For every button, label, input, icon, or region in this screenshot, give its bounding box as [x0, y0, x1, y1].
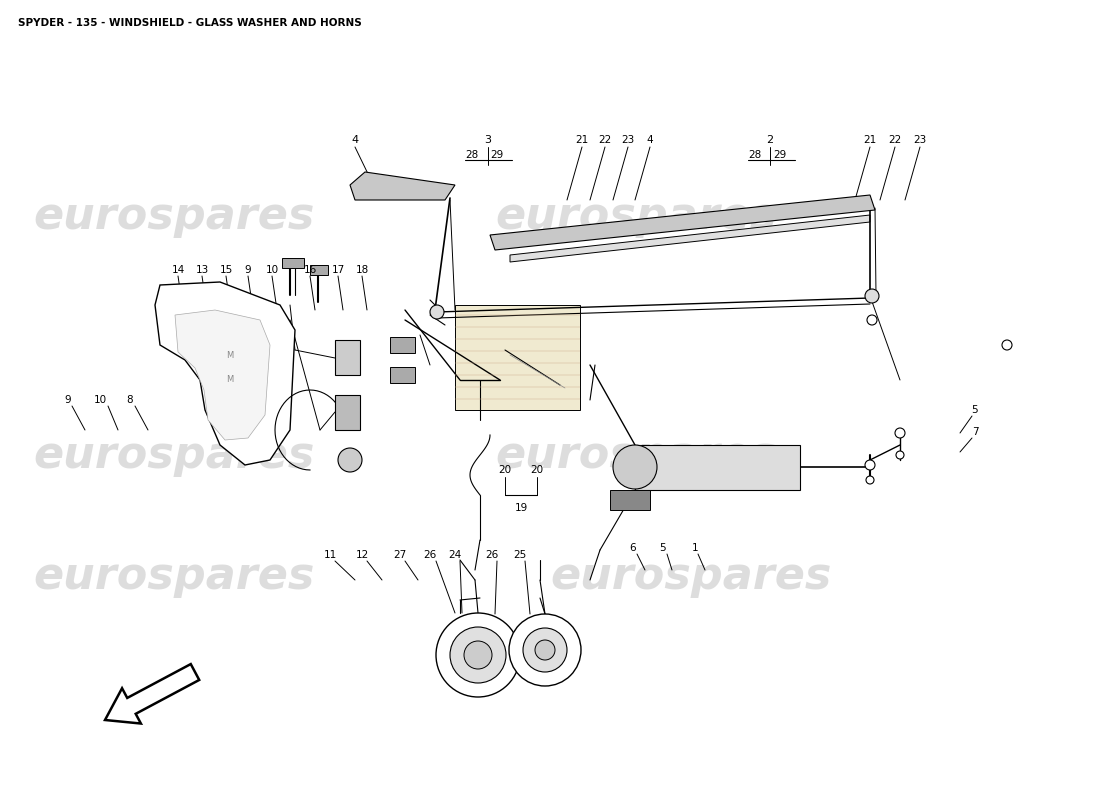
Circle shape: [1002, 340, 1012, 350]
Text: 28: 28: [748, 150, 761, 160]
Polygon shape: [175, 310, 270, 440]
Text: 3: 3: [484, 135, 492, 145]
Text: 21: 21: [864, 135, 877, 145]
Text: 29: 29: [773, 150, 786, 160]
Text: M: M: [227, 375, 233, 385]
Text: 1: 1: [692, 543, 698, 553]
Polygon shape: [336, 395, 360, 430]
Text: 13: 13: [196, 265, 209, 275]
Text: eurospares: eurospares: [495, 434, 777, 478]
Polygon shape: [282, 258, 304, 268]
Text: 16: 16: [304, 265, 317, 275]
Circle shape: [867, 315, 877, 325]
Circle shape: [896, 451, 904, 459]
Text: 11: 11: [323, 550, 337, 560]
Text: 10: 10: [265, 265, 278, 275]
Text: 20: 20: [530, 465, 543, 475]
Text: 4: 4: [647, 135, 653, 145]
Text: 23: 23: [913, 135, 926, 145]
Polygon shape: [390, 367, 415, 383]
Circle shape: [865, 289, 879, 303]
Text: 10: 10: [94, 395, 107, 405]
Text: 27: 27: [394, 550, 407, 560]
Circle shape: [613, 445, 657, 489]
Text: eurospares: eurospares: [33, 194, 315, 238]
Polygon shape: [336, 340, 360, 375]
Circle shape: [450, 627, 506, 683]
Text: 15: 15: [219, 265, 232, 275]
Circle shape: [865, 460, 874, 470]
Text: 14: 14: [172, 265, 185, 275]
Polygon shape: [455, 305, 580, 410]
Text: 18: 18: [355, 265, 368, 275]
Text: 6: 6: [629, 543, 636, 553]
Text: 5: 5: [971, 405, 978, 415]
FancyArrow shape: [104, 664, 199, 723]
Circle shape: [436, 613, 520, 697]
Text: eurospares: eurospares: [33, 554, 315, 598]
Circle shape: [464, 641, 492, 669]
Polygon shape: [610, 490, 650, 510]
Text: 4: 4: [351, 135, 359, 145]
Polygon shape: [510, 215, 870, 262]
Text: 9: 9: [244, 265, 251, 275]
Circle shape: [866, 476, 874, 484]
Text: 23: 23: [621, 135, 635, 145]
Text: 26: 26: [424, 550, 437, 560]
Text: 29: 29: [490, 150, 504, 160]
Text: 28: 28: [465, 150, 478, 160]
Text: 9: 9: [65, 395, 72, 405]
Text: 8: 8: [126, 395, 133, 405]
Text: SPYDER - 135 - WINDSHIELD - GLASS WASHER AND HORNS: SPYDER - 135 - WINDSHIELD - GLASS WASHER…: [18, 18, 362, 28]
Polygon shape: [155, 282, 295, 465]
Polygon shape: [635, 445, 800, 490]
Text: 2: 2: [767, 135, 773, 145]
Polygon shape: [490, 195, 874, 250]
Text: 7: 7: [971, 427, 978, 437]
Circle shape: [535, 640, 556, 660]
Polygon shape: [310, 265, 328, 275]
Circle shape: [430, 305, 444, 319]
Text: 21: 21: [575, 135, 589, 145]
Text: M: M: [227, 350, 233, 359]
Text: 19: 19: [515, 503, 528, 513]
Text: eurospares: eurospares: [495, 194, 777, 238]
Text: 20: 20: [498, 465, 512, 475]
Text: 26: 26: [485, 550, 498, 560]
Polygon shape: [390, 337, 415, 353]
Text: 22: 22: [598, 135, 612, 145]
Circle shape: [895, 428, 905, 438]
Text: eurospares: eurospares: [550, 554, 832, 598]
Polygon shape: [350, 172, 455, 200]
Text: 17: 17: [331, 265, 344, 275]
Text: 12: 12: [355, 550, 368, 560]
Text: 22: 22: [889, 135, 902, 145]
Circle shape: [522, 628, 566, 672]
Circle shape: [509, 614, 581, 686]
Text: 24: 24: [449, 550, 462, 560]
Circle shape: [338, 448, 362, 472]
Text: 5: 5: [660, 543, 667, 553]
Text: eurospares: eurospares: [33, 434, 315, 478]
Text: 25: 25: [514, 550, 527, 560]
